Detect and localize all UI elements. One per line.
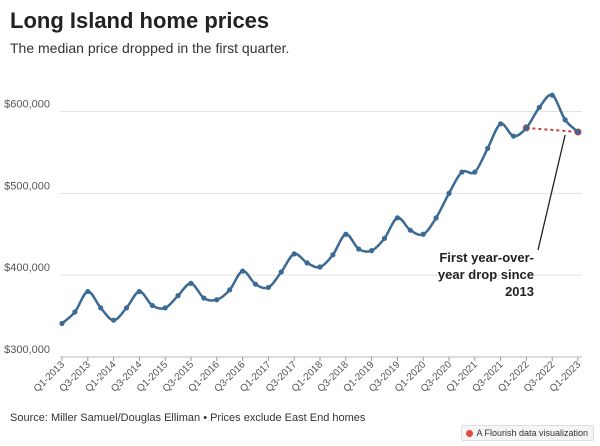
data-point[interactable] bbox=[317, 264, 323, 270]
data-point[interactable] bbox=[291, 251, 297, 257]
data-point[interactable] bbox=[510, 133, 517, 139]
grid-lines bbox=[60, 111, 582, 358]
source-note: Source: Miller Samuel/Douglas Elliman • … bbox=[10, 412, 366, 424]
data-point[interactable] bbox=[278, 269, 284, 275]
x-axis-ticks: Q1-2013Q3-2013Q1-2014Q3-2014Q1-2015Q3-20… bbox=[32, 357, 583, 395]
data-point[interactable] bbox=[459, 169, 465, 175]
y-axis-ticks: $300,000 $400,000 $500,000 $600,000 bbox=[4, 99, 50, 356]
y-tick-label: $500,000 bbox=[4, 180, 50, 192]
annotation-text-line: First year-over- bbox=[439, 250, 534, 265]
data-point[interactable] bbox=[536, 104, 542, 111]
chart-subtitle: The median price dropped in the first qu… bbox=[10, 40, 290, 56]
data-point[interactable] bbox=[420, 231, 426, 237]
data-point[interactable] bbox=[201, 295, 207, 301]
data-point[interactable] bbox=[523, 125, 530, 131]
data-point[interactable] bbox=[111, 317, 117, 323]
data-point[interactable] bbox=[265, 284, 271, 291]
data-point[interactable] bbox=[304, 260, 310, 266]
flourish-credit-label: A Flourish data visualization bbox=[476, 428, 588, 438]
chart-title: Long Island home prices bbox=[10, 8, 270, 33]
data-point[interactable] bbox=[123, 305, 130, 311]
trend-line bbox=[526, 126, 579, 133]
annotation-text-line: 2013 bbox=[505, 284, 534, 299]
data-point[interactable] bbox=[343, 231, 349, 237]
data-point[interactable] bbox=[549, 92, 555, 98]
data-point[interactable] bbox=[369, 248, 375, 254]
annotation-group: First year-over-year drop since 2013 bbox=[438, 134, 566, 299]
data-point[interactable] bbox=[85, 288, 91, 295]
data-point[interactable] bbox=[407, 227, 413, 233]
data-point[interactable] bbox=[472, 169, 478, 175]
data-point[interactable] bbox=[381, 235, 388, 241]
data-point[interactable] bbox=[394, 215, 400, 221]
data-point[interactable] bbox=[575, 129, 581, 135]
data-point[interactable] bbox=[330, 252, 336, 258]
y-tick-label: $400,000 bbox=[4, 262, 50, 274]
data-point[interactable] bbox=[175, 293, 181, 299]
data-point[interactable] bbox=[446, 190, 452, 196]
data-point[interactable] bbox=[433, 215, 439, 221]
data-point[interactable] bbox=[356, 246, 362, 252]
data-point[interactable] bbox=[227, 287, 233, 293]
data-point[interactable] bbox=[188, 280, 194, 286]
data-point[interactable] bbox=[136, 288, 142, 295]
annotation-leader-line bbox=[537, 134, 566, 251]
data-point[interactable] bbox=[72, 309, 78, 315]
y-tick-label: $300,000 bbox=[4, 344, 50, 356]
y-tick-label: $600,000 bbox=[4, 99, 50, 111]
series-group bbox=[59, 92, 581, 327]
data-point[interactable] bbox=[59, 320, 65, 327]
data-point[interactable] bbox=[498, 121, 504, 127]
data-point[interactable] bbox=[240, 268, 246, 274]
data-point[interactable] bbox=[562, 117, 568, 123]
data-point[interactable] bbox=[149, 302, 155, 309]
data-point[interactable] bbox=[98, 305, 104, 311]
flourish-credit[interactable]: A Flourish data visualization bbox=[461, 425, 594, 441]
annotation-text-line: year drop since bbox=[438, 267, 534, 282]
flourish-logo-icon bbox=[466, 430, 474, 437]
data-point[interactable] bbox=[485, 145, 491, 151]
data-point[interactable] bbox=[214, 297, 220, 303]
data-point[interactable] bbox=[162, 305, 168, 311]
data-point[interactable] bbox=[252, 281, 259, 287]
